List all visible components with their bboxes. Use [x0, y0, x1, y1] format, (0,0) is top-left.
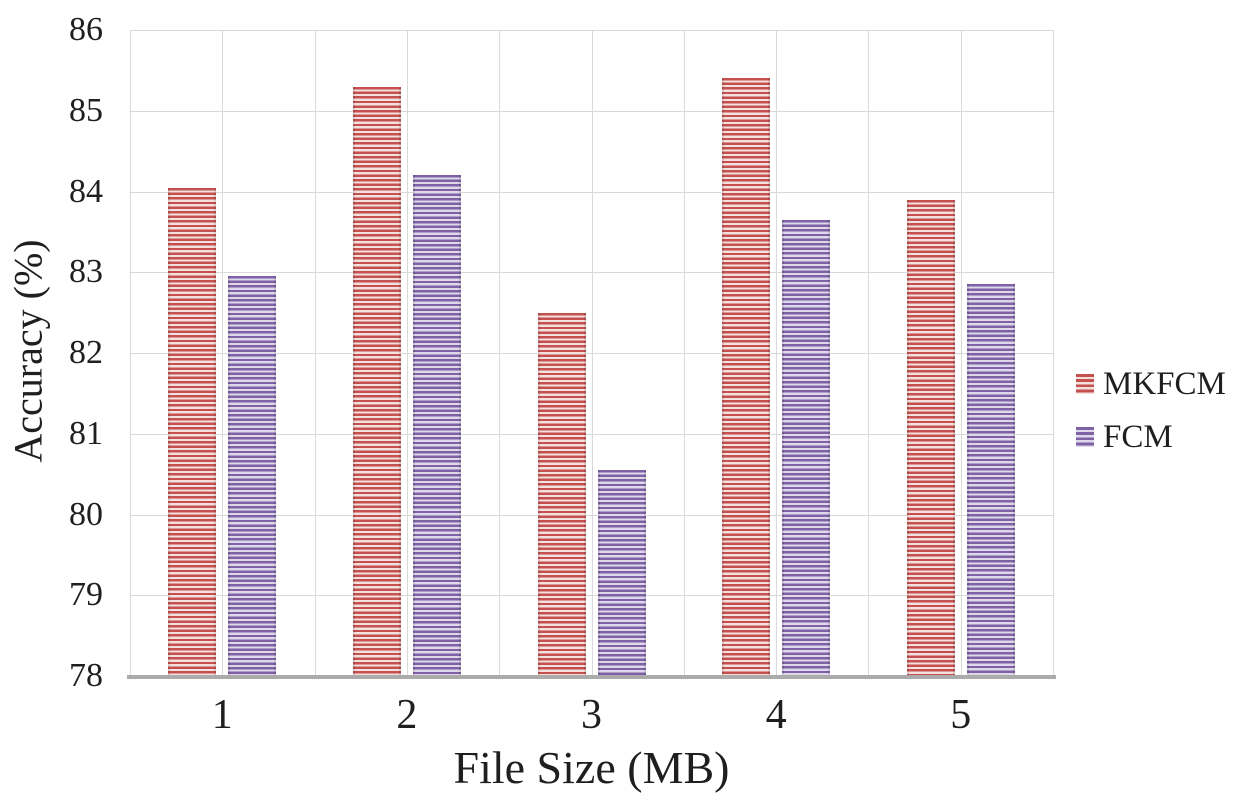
y-tick-label: 79 [69, 576, 103, 614]
h-gridline [130, 514, 1053, 516]
x-tick-label: 5 [950, 692, 972, 738]
legend-label-fcm: FCM [1103, 419, 1173, 455]
h-gridline [130, 433, 1053, 435]
y-tick-label: 80 [69, 495, 103, 533]
x-tick-label: 1 [211, 692, 233, 738]
h-gridline [130, 191, 1053, 193]
x-axis-title: File Size (MB) [453, 742, 730, 793]
bar-fcm-1 [228, 276, 277, 676]
bar-mkfcm-5 [906, 199, 955, 676]
y-tick-label: 81 [69, 414, 103, 452]
bar-fcm-2 [412, 175, 461, 676]
x-tick-label: 2 [396, 692, 418, 738]
x-tick-label: 4 [765, 692, 787, 738]
h-gridline [130, 595, 1053, 597]
v-gridline [1053, 30, 1054, 676]
y-tick-label: 85 [69, 91, 103, 129]
y-tick-label: 78 [69, 657, 103, 694]
y-tick-label: 83 [69, 253, 103, 291]
bar-mkfcm-4 [722, 78, 771, 676]
bar-fcm-5 [966, 284, 1015, 676]
bar-fcm-3 [597, 470, 646, 676]
y-tick-label: 86 [69, 11, 103, 48]
legend-item-fcm: FCM [1076, 415, 1226, 459]
h-gridline [130, 272, 1053, 274]
plot-area [130, 30, 1054, 676]
bar-mkfcm-2 [352, 86, 401, 676]
bar-mkfcm-3 [537, 312, 586, 676]
legend: MKFCM FCM [1076, 362, 1226, 468]
h-gridline [130, 110, 1053, 112]
y-tick-label: 82 [69, 334, 103, 371]
legend-swatch-fcm-icon [1076, 427, 1094, 447]
bar-fcm-4 [782, 219, 831, 676]
h-gridline [130, 30, 1053, 31]
x-tick-label: 3 [581, 692, 602, 738]
legend-item-mkfcm: MKFCM [1076, 362, 1226, 406]
legend-label-mkfcm: MKFCM [1103, 366, 1226, 402]
h-gridline [130, 353, 1053, 354]
bar-mkfcm-1 [168, 187, 217, 676]
x-axis-line [127, 675, 1056, 679]
y-tick-label: 84 [69, 172, 103, 210]
legend-swatch-mkfcm-icon [1076, 374, 1094, 394]
